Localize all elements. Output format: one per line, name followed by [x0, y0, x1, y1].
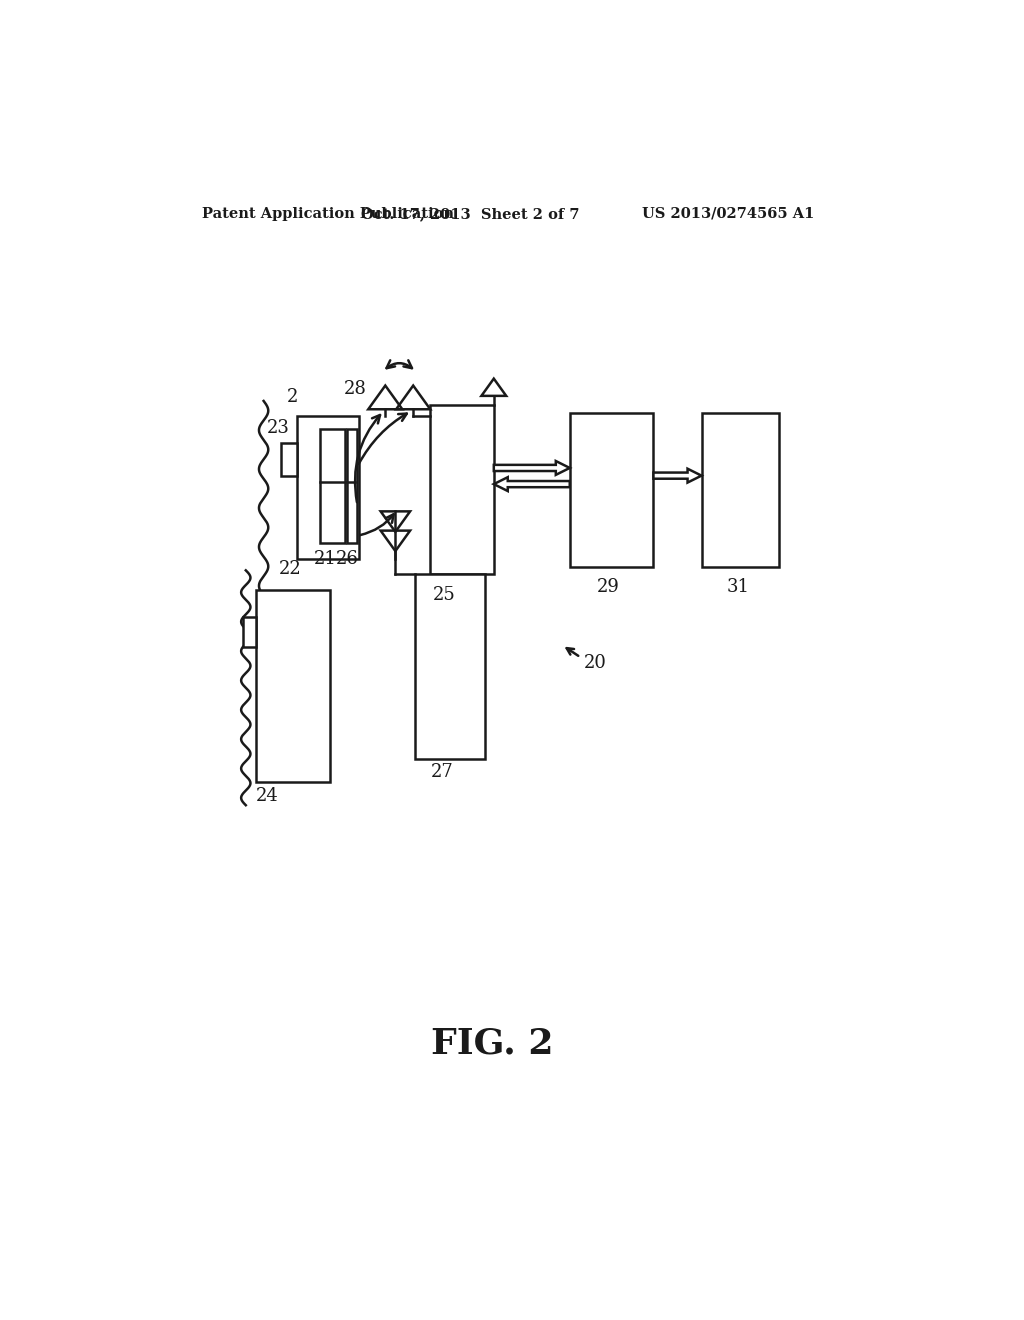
Text: 21: 21 — [313, 549, 336, 568]
Bar — [321, 429, 345, 544]
Bar — [297, 416, 359, 558]
FancyArrowPatch shape — [358, 413, 407, 463]
Bar — [430, 405, 494, 574]
Bar — [415, 574, 484, 759]
Text: Oct. 17, 2013  Sheet 2 of 7: Oct. 17, 2013 Sheet 2 of 7 — [361, 207, 580, 220]
Text: 27: 27 — [430, 763, 454, 781]
Text: FIG. 2: FIG. 2 — [431, 1027, 554, 1061]
Bar — [701, 412, 779, 566]
Bar — [256, 590, 330, 781]
Bar — [282, 444, 297, 475]
Text: Patent Application Publication: Patent Application Publication — [202, 207, 454, 220]
Text: 24: 24 — [256, 787, 279, 805]
FancyArrowPatch shape — [360, 515, 393, 535]
Bar — [347, 429, 357, 544]
Text: US 2013/0274565 A1: US 2013/0274565 A1 — [642, 207, 814, 220]
Text: 25: 25 — [433, 586, 456, 603]
PathPatch shape — [494, 461, 569, 475]
Bar — [243, 616, 256, 647]
Text: 29: 29 — [597, 578, 620, 597]
Text: 2: 2 — [287, 388, 298, 407]
Text: 22: 22 — [279, 560, 302, 578]
PathPatch shape — [494, 478, 569, 491]
Text: 20: 20 — [584, 653, 606, 672]
Text: 26: 26 — [336, 549, 358, 568]
FancyArrowPatch shape — [566, 648, 579, 656]
Text: 31: 31 — [726, 578, 750, 597]
PathPatch shape — [653, 469, 701, 483]
Text: 28: 28 — [344, 380, 367, 399]
Bar — [569, 412, 653, 566]
FancyArrowPatch shape — [355, 414, 380, 502]
Text: 23: 23 — [266, 418, 289, 437]
